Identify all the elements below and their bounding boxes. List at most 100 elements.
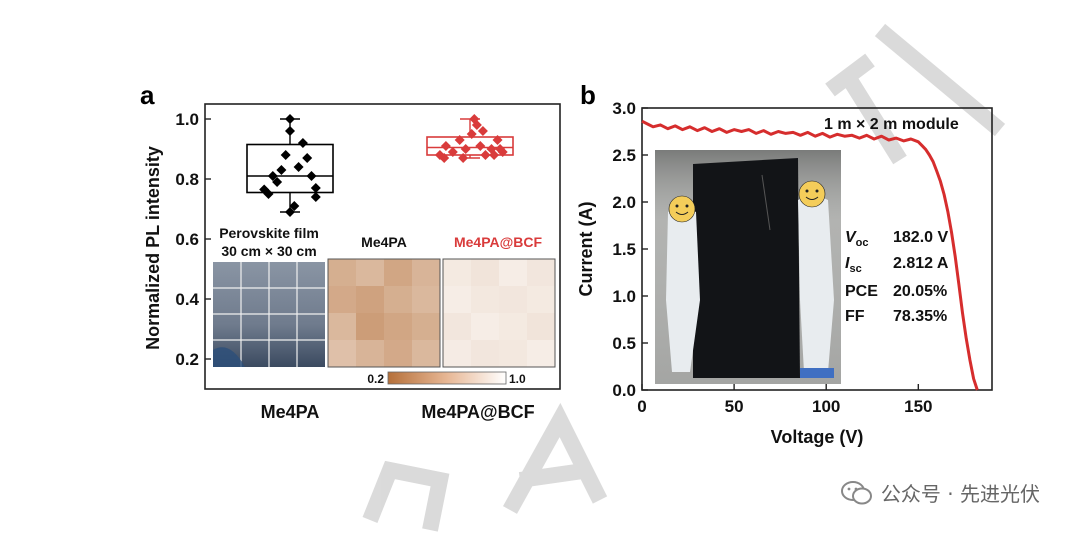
panel-a-boxplots bbox=[246, 114, 514, 217]
panel-a-y-ticks: 0.2 0.4 0.6 0.8 1.0 bbox=[175, 110, 211, 369]
boxplot-me4pa bbox=[246, 114, 334, 217]
data-point bbox=[495, 144, 506, 154]
map-cell bbox=[527, 313, 556, 341]
data-point bbox=[454, 135, 465, 145]
data-point bbox=[489, 150, 500, 160]
data-point bbox=[285, 207, 295, 217]
map-cell bbox=[527, 259, 556, 287]
iv-curve bbox=[641, 119, 979, 391]
map1-label: Me4PA bbox=[361, 234, 407, 250]
map-cell bbox=[443, 259, 472, 287]
map-cell bbox=[412, 259, 441, 287]
map-cell bbox=[443, 313, 472, 341]
data-point bbox=[458, 153, 469, 163]
map-cell bbox=[527, 340, 556, 368]
panel-b-xtick-label: 150 bbox=[904, 397, 932, 416]
panel-b-xtick-label: 0 bbox=[637, 397, 646, 416]
panel-b-ytick-label: 3.0 bbox=[612, 99, 636, 118]
map-cell bbox=[356, 259, 385, 287]
map-cell bbox=[384, 313, 413, 341]
film-label-line1: Perovskite film bbox=[219, 225, 319, 241]
data-point bbox=[306, 171, 317, 181]
watermark-text: 公众号 · 先进光伏 bbox=[880, 482, 1040, 506]
pce-value: 20.05% bbox=[893, 283, 947, 300]
ff-value: 78.35% bbox=[893, 308, 947, 325]
film-label-line2: 30 cm × 30 cm bbox=[221, 243, 316, 259]
map-cell bbox=[471, 340, 500, 368]
data-point bbox=[460, 144, 471, 154]
box bbox=[246, 143, 334, 194]
map-cell bbox=[499, 286, 528, 314]
colorbar bbox=[387, 371, 507, 385]
data-point bbox=[475, 141, 486, 151]
panel-b-y-ticks: 0.0 0.5 1.0 1.5 2.0 2.5 3.0 bbox=[612, 99, 648, 400]
map-cell bbox=[499, 259, 528, 287]
data-point bbox=[272, 177, 283, 187]
isc-value: 2.812 A bbox=[893, 255, 949, 272]
voc-value: 182.0 V bbox=[893, 229, 948, 246]
map-border bbox=[327, 258, 441, 368]
data-point bbox=[447, 147, 458, 157]
panel-b-x-axis-label: Voltage (V) bbox=[771, 427, 864, 447]
map-cell bbox=[356, 340, 385, 368]
wechat-icon bbox=[840, 480, 872, 504]
map-cell bbox=[499, 340, 528, 368]
data-point bbox=[276, 165, 287, 175]
panel-b-ytick-label: 0.5 bbox=[612, 334, 636, 353]
data-point bbox=[289, 201, 300, 211]
watermark: 公众号 · 先进光伏 bbox=[840, 478, 1040, 507]
data-point bbox=[263, 189, 274, 199]
map-cell bbox=[527, 286, 556, 314]
map-cell bbox=[412, 340, 441, 368]
map-cell bbox=[412, 313, 441, 341]
panel-b-xtick-label: 50 bbox=[725, 397, 744, 416]
legend-text: 1 m × 2 m module bbox=[824, 116, 959, 133]
data-point bbox=[440, 141, 451, 151]
data-point bbox=[297, 138, 308, 148]
data-point bbox=[285, 114, 295, 124]
map-cell bbox=[328, 286, 357, 314]
map-cell bbox=[384, 259, 413, 287]
map-cell bbox=[328, 340, 357, 368]
data-point bbox=[466, 129, 477, 139]
panel-a-ytick-label: 0.8 bbox=[175, 170, 199, 189]
map-cell bbox=[499, 313, 528, 341]
background-watermark bbox=[362, 23, 1006, 532]
pl-map-me4pa bbox=[327, 258, 441, 368]
panel-b-ytick-label: 0.0 bbox=[612, 381, 636, 400]
panel-a-ytick-label: 1.0 bbox=[175, 110, 199, 129]
panel-a-ytick-label: 0.2 bbox=[175, 350, 199, 369]
map-cell bbox=[412, 286, 441, 314]
data-point bbox=[310, 183, 321, 193]
panel-b-ytick-label: 1.5 bbox=[612, 240, 636, 259]
data-point bbox=[302, 153, 313, 163]
data-point bbox=[267, 171, 278, 181]
data-point bbox=[477, 126, 488, 136]
panel-a-ytick-label: 0.6 bbox=[175, 230, 199, 249]
voc-label: Voc bbox=[845, 229, 869, 249]
panel-a-x-tick-me4pa: Me4PA bbox=[261, 402, 320, 422]
map-cell bbox=[471, 259, 500, 287]
panel-a-x-tick-me4pa-bcf: Me4PA@BCF bbox=[421, 402, 534, 422]
pce-label: PCE bbox=[845, 283, 878, 300]
map-cell bbox=[328, 313, 357, 341]
data-point bbox=[280, 150, 291, 160]
panel-b-ytick-label: 1.0 bbox=[612, 287, 636, 306]
panel-b-xtick-label: 100 bbox=[812, 397, 840, 416]
map-cell bbox=[328, 259, 357, 287]
module-photo bbox=[655, 150, 841, 384]
panel-b-ytick-label: 2.0 bbox=[612, 193, 636, 212]
boxplot-me4pa-bcf bbox=[426, 114, 514, 163]
panel-a-letter: a bbox=[140, 80, 155, 110]
colorbar-min: 0.2 bbox=[367, 372, 384, 386]
film-photo bbox=[213, 262, 325, 367]
map-cell bbox=[384, 286, 413, 314]
data-point bbox=[439, 153, 450, 163]
panel-b-letter: b bbox=[580, 80, 596, 110]
map-cell bbox=[443, 340, 472, 368]
panel-b-ytick-label: 2.5 bbox=[612, 146, 636, 165]
map-cell bbox=[384, 340, 413, 368]
map-cell bbox=[356, 286, 385, 314]
data-point bbox=[469, 114, 480, 124]
